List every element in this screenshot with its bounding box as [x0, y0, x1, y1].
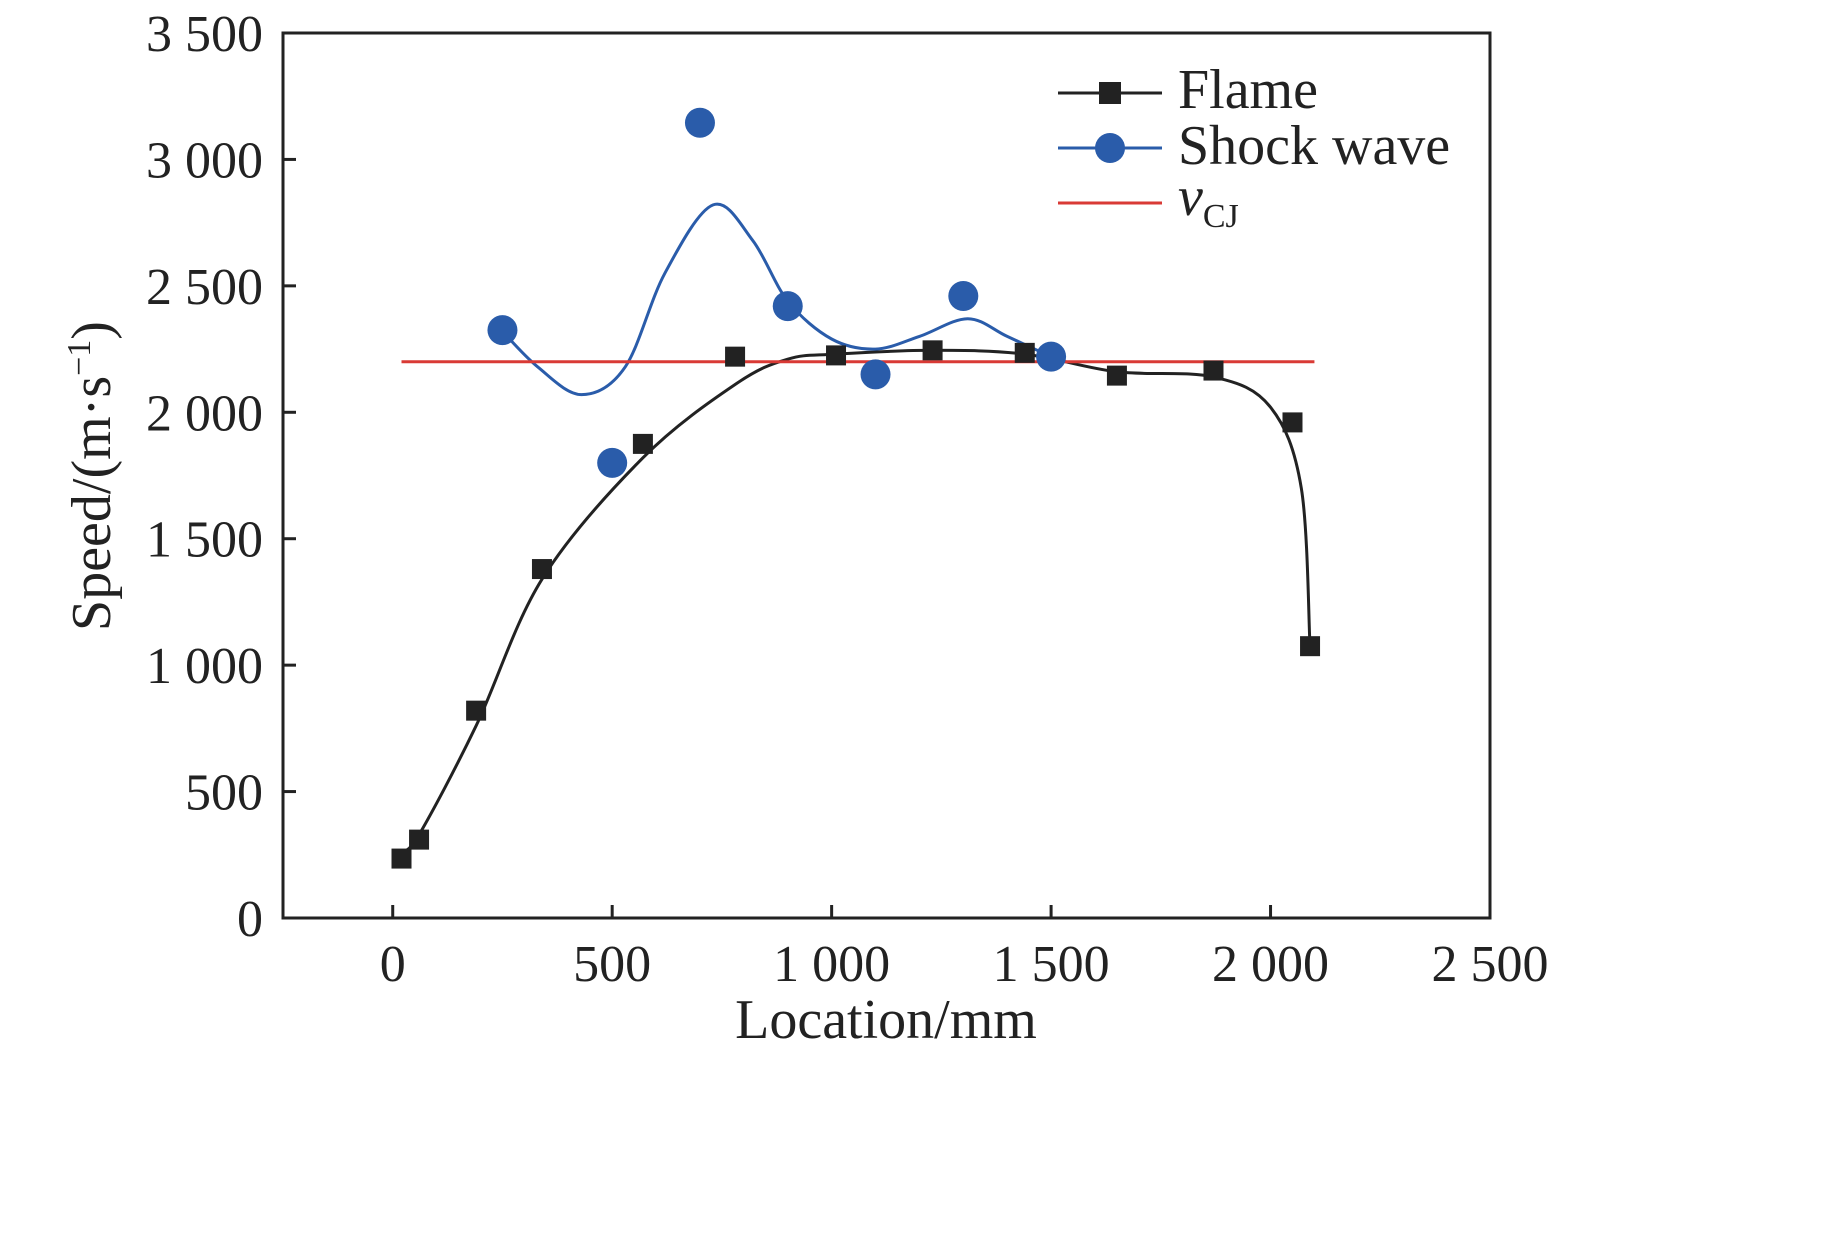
y-axis-title-close: ): [61, 321, 123, 340]
x-tick-label: 1 000: [773, 936, 890, 993]
flame-point: [1203, 360, 1224, 381]
shock-wave-point: [772, 291, 803, 322]
shock-wave-point: [487, 315, 518, 346]
shock-wave-point: [684, 107, 715, 138]
shock-wave-fit-line: [501, 202, 1052, 397]
flame-point: [391, 848, 412, 869]
y-tick-label: 0: [237, 891, 263, 948]
shock-wave-point: [597, 447, 628, 478]
flame-point: [826, 345, 847, 366]
flame-fit-line: [400, 348, 1312, 854]
y-tick-label: 3 500: [146, 6, 263, 63]
flame-point: [1106, 365, 1127, 386]
legend-shock-label: Shock wave: [1178, 115, 1450, 177]
flame-point: [1282, 412, 1303, 433]
legend-vcj-label: vCJ: [1178, 166, 1239, 235]
y-axis-title: Speed/(m·s−1): [61, 321, 123, 631]
shock-wave-point: [1036, 341, 1067, 372]
y-tick-label: 1 000: [146, 638, 263, 695]
x-tick-label: 2 000: [1212, 936, 1329, 993]
x-axis-title: Location/mm: [735, 989, 1037, 1051]
data-markers: [391, 107, 1321, 869]
flame-point: [922, 340, 943, 361]
x-axis-ticks: 0 500 1 000 1 500 2 000 2 500: [380, 905, 1549, 993]
x-tick-label: 1 500: [993, 936, 1110, 993]
x-tick-label: 2 500: [1432, 936, 1549, 993]
legend: Flame Shock wave vCJ: [1058, 59, 1450, 235]
legend-flame-marker: [1099, 82, 1121, 104]
y-tick-label: 2 000: [146, 385, 263, 442]
legend-vcj-sub: CJ: [1203, 198, 1239, 235]
legend-shock-marker: [1095, 133, 1125, 163]
y-tick-label: 2 500: [146, 259, 263, 316]
legend-vcj-v: v: [1178, 166, 1203, 228]
y-axis-title-sup: −1: [61, 340, 98, 376]
y-axis-ticks: 0 500 1 000 1 500 2 000 2 500 3 000 3 500: [146, 6, 296, 948]
flame-point: [1014, 342, 1035, 363]
x-tick-label: 0: [380, 936, 406, 993]
flame-point: [725, 346, 746, 367]
fit-lines: [400, 202, 1315, 854]
flame-point: [531, 559, 552, 580]
flame-point: [632, 433, 653, 454]
shock-wave-point: [860, 359, 891, 390]
shock-wave-point: [948, 280, 979, 311]
legend-flame-label: Flame: [1178, 59, 1318, 121]
flame-point: [466, 700, 487, 721]
flame-point: [409, 829, 430, 850]
y-tick-label: 1 500: [146, 512, 263, 569]
plot-frame: [281, 31, 1492, 920]
y-tick-label: 3 000: [146, 132, 263, 189]
y-tick-label: 500: [185, 765, 263, 822]
y-axis-title-main: Speed/(m·s: [61, 376, 123, 631]
x-tick-label: 500: [573, 936, 651, 993]
flame-point: [1300, 636, 1321, 657]
